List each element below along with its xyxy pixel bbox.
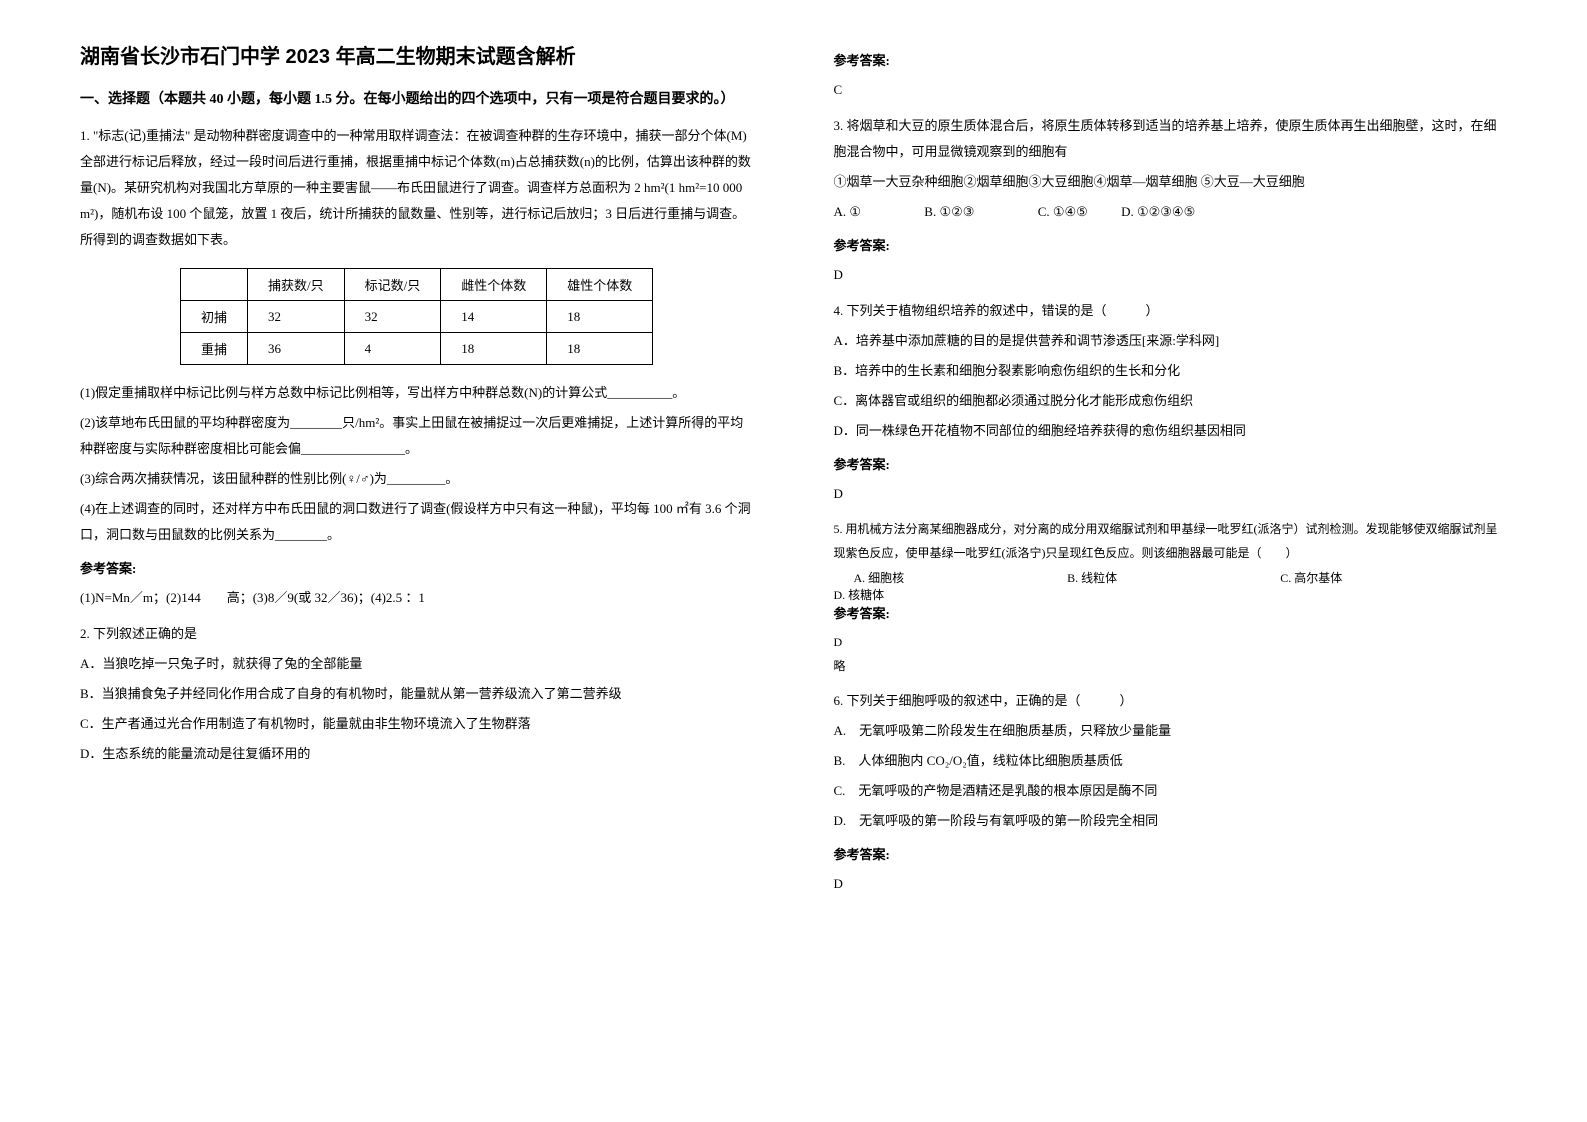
q6-answer-label: 参考答案: <box>834 844 1508 863</box>
q3-optA: A. ① <box>834 199 862 225</box>
q4-answer: D <box>834 481 1508 507</box>
q5-answer-label: 参考答案: <box>834 603 1508 622</box>
q1-sub3: (3)综合两次捕获情况，该田鼠种群的性别比例(♀/♂)为_________。 <box>80 466 754 492</box>
q5-optA: A. 细胞核 <box>854 569 905 586</box>
q4-optD: D．同一株绿色开花植物不同部位的细胞经培养获得的愈伤组织基因相同 <box>834 418 1508 444</box>
q2-answer: C <box>834 77 1508 103</box>
td: 36 <box>248 333 345 365</box>
th: 雌性个体数 <box>441 269 547 301</box>
q5-optD: D. 核糖体 <box>834 586 885 603</box>
q3-answer: D <box>834 262 1508 288</box>
q1-answer-label: 参考答案: <box>80 558 754 577</box>
th: 雄性个体数 <box>547 269 653 301</box>
q5-optB: B. 线粒体 <box>1067 569 1117 586</box>
q2-optA: A．当狼吃掉一只兔子时，就获得了兔的全部能量 <box>80 651 754 677</box>
q1-intro: 1. "标志(记)重捕法" 是动物种群密度调查中的一种常用取样调查法：在被调查种… <box>80 123 754 253</box>
th: 标记数/只 <box>344 269 441 301</box>
q6-optC: C. 无氧呼吸的产物是酒精还是乳酸的根本原因是酶不同 <box>834 778 1508 804</box>
q5-answer: D <box>834 630 1508 654</box>
q5-note: 略 <box>834 654 1508 678</box>
q4-answer-label: 参考答案: <box>834 454 1508 473</box>
q4-optA: A．培养基中添加蔗糖的目的是提供营养和调节渗透压[来源:学科网] <box>834 328 1508 354</box>
q2-optB: B．当狼捕食兔子并经同化作用合成了自身的有机物时，能量就从第一营养级流入了第二营… <box>80 681 754 707</box>
td: 14 <box>441 301 547 333</box>
q3-items: ①烟草一大豆杂种细胞②烟草细胞③大豆细胞④烟草—烟草细胞 ⑤大豆—大豆细胞 <box>834 169 1508 195</box>
q3-optD: D. ①②③④⑤ <box>1121 199 1195 225</box>
q4-optC: C．离体器官或组织的细胞都必须通过脱分化才能形成愈伤组织 <box>834 388 1508 414</box>
q6-optA: A. 无氧呼吸第二阶段发生在细胞质基质，只释放少量能量 <box>834 718 1508 744</box>
q5-stem: 5. 用机械方法分离某细胞器成分，对分离的成分用双缩脲试剂和甲基绿一吡罗红(派洛… <box>834 517 1508 565</box>
q1-table: 捕获数/只 标记数/只 雌性个体数 雄性个体数 初捕 32 32 14 18 重… <box>180 268 653 365</box>
td: 18 <box>547 333 653 365</box>
q4-stem: 4. 下列关于植物组织培养的叙述中，错误的是（ ） <box>834 298 1508 324</box>
q5-options: A. 细胞核 B. 线粒体 C. 高尔基体 D. 核糖体 <box>834 569 1508 603</box>
q6-answer: D <box>834 871 1508 897</box>
q2-optD: D．生态系统的能量流动是往复循环用的 <box>80 741 754 767</box>
q2-answer-label: 参考答案: <box>834 50 1508 69</box>
q3-options: A. ① B. ①②③ C. ①④⑤ D. ①②③④⑤ <box>834 199 1508 225</box>
q2-optC: C．生产者通过光合作用制造了有机物时，能量就由非生物环境流入了生物群落 <box>80 711 754 737</box>
q6-stem: 6. 下列关于细胞呼吸的叙述中，正确的是（ ） <box>834 688 1508 714</box>
section-header: 一、选择题（本题共 40 小题，每小题 1.5 分。在每小题给出的四个选项中，只… <box>80 89 754 111</box>
td: 18 <box>547 301 653 333</box>
td: 初捕 <box>181 301 248 333</box>
q4-optB: B．培养中的生长素和细胞分裂素影响愈伤组织的生长和分化 <box>834 358 1508 384</box>
td: 18 <box>441 333 547 365</box>
q2-stem: 2. 下列叙述正确的是 <box>80 621 754 647</box>
q3-optB: B. ①②③ <box>924 199 974 225</box>
q3-stem: 3. 将烟草和大豆的原生质体混合后，将原生质体转移到适当的培养基上培养，使原生质… <box>834 113 1508 165</box>
q1-sub4: (4)在上述调查的同时，还对样方中布氏田鼠的洞口数进行了调查(假设样方中只有这一… <box>80 496 754 548</box>
doc-title: 湖南省长沙市石门中学 2023 年高二生物期末试题含解析 <box>80 40 754 69</box>
q6-optB: B. 人体细胞内 CO₂/O₂值，线粒体比细胞质基质低 <box>834 748 1508 774</box>
q3-answer-label: 参考答案: <box>834 235 1508 254</box>
td: 4 <box>344 333 441 365</box>
th <box>181 269 248 301</box>
q5-optC: C. 高尔基体 <box>1280 569 1342 586</box>
th: 捕获数/只 <box>248 269 345 301</box>
q1-sub1: (1)假定重捕取样中标记比例与样方总数中标记比例相等，写出样方中种群总数(N)的… <box>80 380 754 406</box>
q1-answer: (1)N=Mn／m；(2)144 高；(3)8／9(或 32／36)；(4)2.… <box>80 585 754 611</box>
td: 32 <box>248 301 345 333</box>
td: 32 <box>344 301 441 333</box>
q3-optC: C. ①④⑤ <box>1038 199 1088 225</box>
td: 重捕 <box>181 333 248 365</box>
q6-optD: D. 无氧呼吸的第一阶段与有氧呼吸的第一阶段完全相同 <box>834 808 1508 834</box>
q1-sub2: (2)该草地布氏田鼠的平均种群密度为________只/hm²。事实上田鼠在被捕… <box>80 410 754 462</box>
